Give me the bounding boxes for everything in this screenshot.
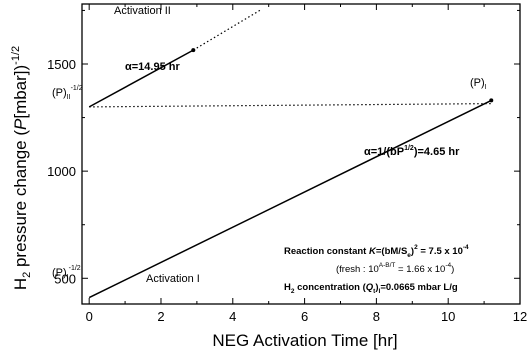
series-line-2 — [192, 8, 262, 51]
x-tick-label: 6 — [301, 309, 308, 324]
x-tick-label: 4 — [229, 309, 236, 324]
label-activation-i: Activation I — [146, 273, 200, 285]
x-tick-label: 0 — [86, 309, 93, 324]
x-tick-label: 2 — [157, 309, 164, 324]
x-tick-label: 12 — [513, 309, 527, 324]
plot-frame — [81, 3, 521, 305]
label-reaction-constant: Reaction constant K=(bM/Se)2 = 7.5 x 10-… — [284, 244, 469, 259]
y-tick-label: 1500 — [47, 57, 76, 72]
x-axis-title: NEG Activation Time [hr] — [212, 331, 397, 350]
label-p-ii: (P)II-1/2 — [52, 85, 83, 101]
label-alpha-i: α=1/(bP1/2)=4.65 hr — [364, 145, 460, 158]
svg-text:H2 pressure change (P[mbar])-1: H2 pressure change (P[mbar])-1/2 — [10, 46, 33, 290]
label-fresh: (fresh : 10A-B/T = 1.66 x 10-4) — [336, 262, 454, 275]
label-p-i-left: (P)I-1/2 — [52, 265, 81, 281]
label-alpha-ii: α=14.95 hr — [125, 61, 180, 73]
y-tick-label: 500 — [54, 271, 76, 286]
series-line-3 — [89, 103, 492, 108]
label-h2-concentration: H2 concentration (Qt)I=0.0665 mbar L/g — [284, 282, 458, 295]
label-p-i-right: (P)I — [470, 77, 487, 91]
series-end-point-0 — [489, 98, 494, 103]
series-line-0 — [88, 99, 492, 299]
y-axis-title: H2 pressure change (P[mbar])-1/2 — [10, 46, 33, 290]
series-line-1 — [88, 49, 194, 108]
x-tick-label: 8 — [373, 309, 380, 324]
series-layer — [88, 8, 494, 299]
label-activation-ii: Activation II — [114, 5, 171, 17]
y-tick-label: 1000 — [47, 164, 76, 179]
axes-layer: 0 2 4 6 8 10 12 500 1000 1500 — [47, 3, 527, 324]
x-tick-label: 10 — [441, 309, 455, 324]
